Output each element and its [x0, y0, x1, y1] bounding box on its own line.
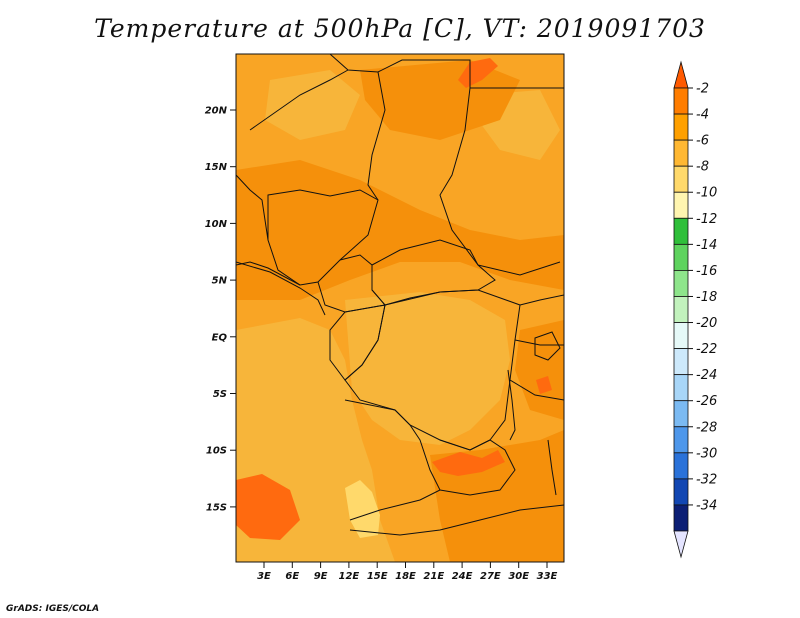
colorbar-swatch	[673, 87, 689, 115]
lat-tick-label: 5S	[213, 389, 227, 400]
border-zambia	[439, 439, 516, 496]
lat-tick-label: 5N	[212, 276, 228, 287]
colorbar-swatch	[673, 348, 689, 376]
border-niger-chad	[367, 71, 386, 201]
border-east-africa	[509, 294, 564, 401]
colorbar-label: -2	[696, 82, 709, 97]
colorbar-label: -8	[696, 160, 709, 175]
border-mali-burkina	[236, 174, 269, 241]
colorbar-label: -16	[696, 264, 717, 279]
colorbar-label: -20	[696, 316, 717, 331]
border-west-coast	[236, 261, 301, 286]
colorbar-bottom-arrow	[673, 530, 689, 559]
border-cameroon	[317, 254, 386, 313]
colorbar-swatch	[673, 217, 689, 245]
colorbar-swatch	[673, 322, 689, 349]
country-borders	[236, 54, 564, 536]
temperature-field	[236, 54, 564, 562]
lon-tick-label: 12E	[339, 571, 360, 582]
colorbar-swatch	[673, 504, 689, 532]
credit-label: GrADS: IGES/COLA	[6, 604, 100, 614]
map-frame	[235, 53, 565, 563]
lon-tick-label: 33E	[537, 571, 558, 582]
lat-tick-label: 20N	[205, 106, 228, 117]
border-chad-sudan	[439, 87, 479, 266]
lon-tick-label: 6E	[285, 571, 299, 582]
border-nigeria	[267, 189, 379, 286]
lon-tick-label: 24E	[452, 571, 473, 582]
colorbar-swatch	[673, 452, 689, 480]
lake-malawi	[547, 439, 557, 496]
lon-tick-label: 27E	[480, 571, 501, 582]
longitude-axis: 3E 6E 9E 12E 15E 18E 21E 24E 27E 30E 33E	[257, 562, 558, 582]
colorbar-swatch	[673, 191, 689, 219]
lake-tanganyika	[507, 369, 516, 441]
colorbar-top-arrow	[673, 60, 689, 89]
map-title: Temperature at 500hPa [C], VT: 201909170…	[94, 14, 706, 43]
border-angola	[344, 399, 441, 521]
colorbar-label: -28	[696, 420, 717, 435]
lat-tick-label: 15S	[206, 502, 227, 513]
colorbar-swatch	[673, 426, 689, 454]
lon-tick-label: 3E	[257, 571, 271, 582]
lon-tick-label: 21E	[423, 571, 444, 582]
colorbar-label: -24	[696, 368, 717, 383]
border-algeria-mali	[249, 69, 349, 131]
colorbar-label: -6	[696, 134, 709, 149]
coastline-gulf-of-guinea	[236, 261, 326, 316]
lon-tick-label: 15E	[367, 571, 388, 582]
field-warmest-libya	[458, 58, 498, 88]
lon-tick-label: 9E	[314, 571, 328, 582]
border-south-central	[349, 504, 564, 536]
colorbar-label: -30	[696, 446, 717, 461]
latitude-axis: 20N 15N 10N 5N EQ 5S 10S 15S	[205, 106, 236, 513]
lon-tick-label: 18E	[395, 571, 416, 582]
colorbar-swatch	[673, 139, 689, 167]
colorbar-swatch	[673, 113, 689, 141]
lat-tick-label: 10N	[205, 219, 228, 230]
field-warmest-lake-region	[536, 376, 552, 394]
colorbar-swatch	[673, 243, 689, 271]
colorbar-swatch	[673, 165, 689, 193]
border-sudan-south	[477, 261, 561, 276]
field-cool-central	[345, 292, 510, 445]
colorbar-label: -12	[696, 212, 717, 227]
lake-victoria	[534, 331, 561, 361]
lat-tick-label: 10S	[206, 446, 227, 457]
field-warmest-zambia	[432, 450, 505, 476]
colorbar-label: -14	[696, 238, 717, 253]
colorbar: -2 -4 -6 -8 -10 -12 -14 -16 -18 -20 -22 -24 -26 -28 -3…	[673, 60, 717, 559]
colorbar-swatch	[673, 374, 689, 402]
field-cool-north	[265, 70, 360, 140]
field-pale-angola	[345, 480, 380, 538]
lat-tick-label: EQ	[212, 332, 228, 343]
colorbar-swatch	[673, 270, 689, 297]
colorbar-label: -18	[696, 290, 717, 305]
lon-tick-label: 30E	[508, 571, 529, 582]
colorbar-label: -10	[696, 186, 717, 201]
colorbar-label: -4	[696, 108, 709, 123]
colorbar-label: -34	[696, 498, 717, 513]
field-warm-sahel	[236, 160, 564, 300]
colorbar-label: -32	[696, 472, 717, 487]
colorbar-swatch	[673, 478, 689, 506]
colorbar-label: -22	[696, 342, 717, 357]
colorbar-label: -26	[696, 394, 717, 409]
field-warmest-south-atlantic	[236, 474, 300, 540]
lat-tick-label: 15N	[205, 162, 228, 173]
colorbar-swatch	[673, 400, 689, 428]
colorbar-swatch	[673, 296, 689, 323]
